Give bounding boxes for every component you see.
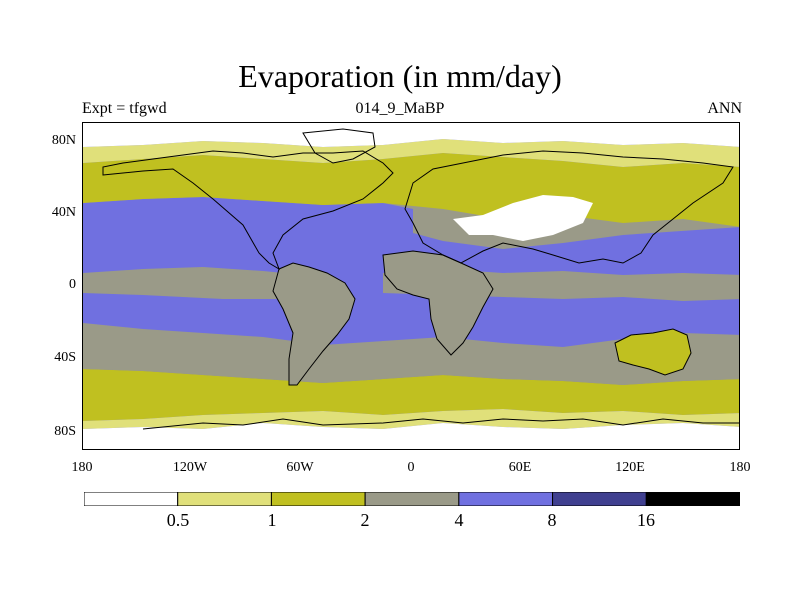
xtick-180e: 180 <box>729 460 751 475</box>
central-asia-dry <box>453 195 593 241</box>
colorbar-box <box>552 492 647 506</box>
ytick-80n: 80N <box>51 133 76 148</box>
season-label: ANN <box>707 100 742 117</box>
colorbar-box <box>177 492 272 506</box>
arctic-region <box>83 123 739 147</box>
colorbar <box>84 492 740 506</box>
australia-land <box>614 328 692 376</box>
map-title: Evaporation (in mm/day) <box>238 58 562 94</box>
ytick-40n: 40N <box>51 205 76 220</box>
xtick-0: 0 <box>407 460 415 475</box>
xtick-60e: 60E <box>508 460 532 475</box>
colorbar-label-1: 1 <box>267 510 277 530</box>
colorbar-box <box>458 492 554 506</box>
south-america-land <box>272 262 356 386</box>
greenland-land <box>302 128 376 164</box>
antarctica-outline <box>142 418 739 430</box>
equatorial-band <box>83 267 283 299</box>
ytick-80s: 80S <box>54 424 76 439</box>
colorbar-label-4: 4 <box>454 510 464 530</box>
colorbar-label-2: 2 <box>360 510 370 530</box>
eurasia-land <box>404 150 734 264</box>
colorbar-label-16: 16 <box>637 510 655 530</box>
xtick-120w: 120W <box>172 460 208 475</box>
colorbar-box <box>645 492 740 506</box>
colorbar-box <box>84 492 179 506</box>
south-subtropic-band <box>83 323 739 385</box>
ytick-40s: 40S <box>54 350 76 365</box>
experiment-label: Expt = tfgwd <box>82 100 167 117</box>
ytick-0: 0 <box>69 277 76 292</box>
xtick-180w: 180 <box>71 460 93 475</box>
antarctic-region <box>83 423 739 449</box>
xtick-60w: 60W <box>286 460 314 475</box>
colorbar-label-8: 8 <box>547 510 557 530</box>
map-canvas <box>83 123 739 449</box>
north-highlat-band <box>83 139 739 167</box>
colorbar-box <box>364 492 460 506</box>
south-midlat-band <box>83 369 739 421</box>
evaporation-map <box>82 122 740 450</box>
time-label: 014_9_MaBP <box>355 100 445 117</box>
xtick-120e: 120E <box>615 460 645 475</box>
colorbar-label-0-5: 0.5 <box>166 510 190 530</box>
colorbar-box <box>270 492 366 506</box>
north-america-land <box>102 150 394 271</box>
